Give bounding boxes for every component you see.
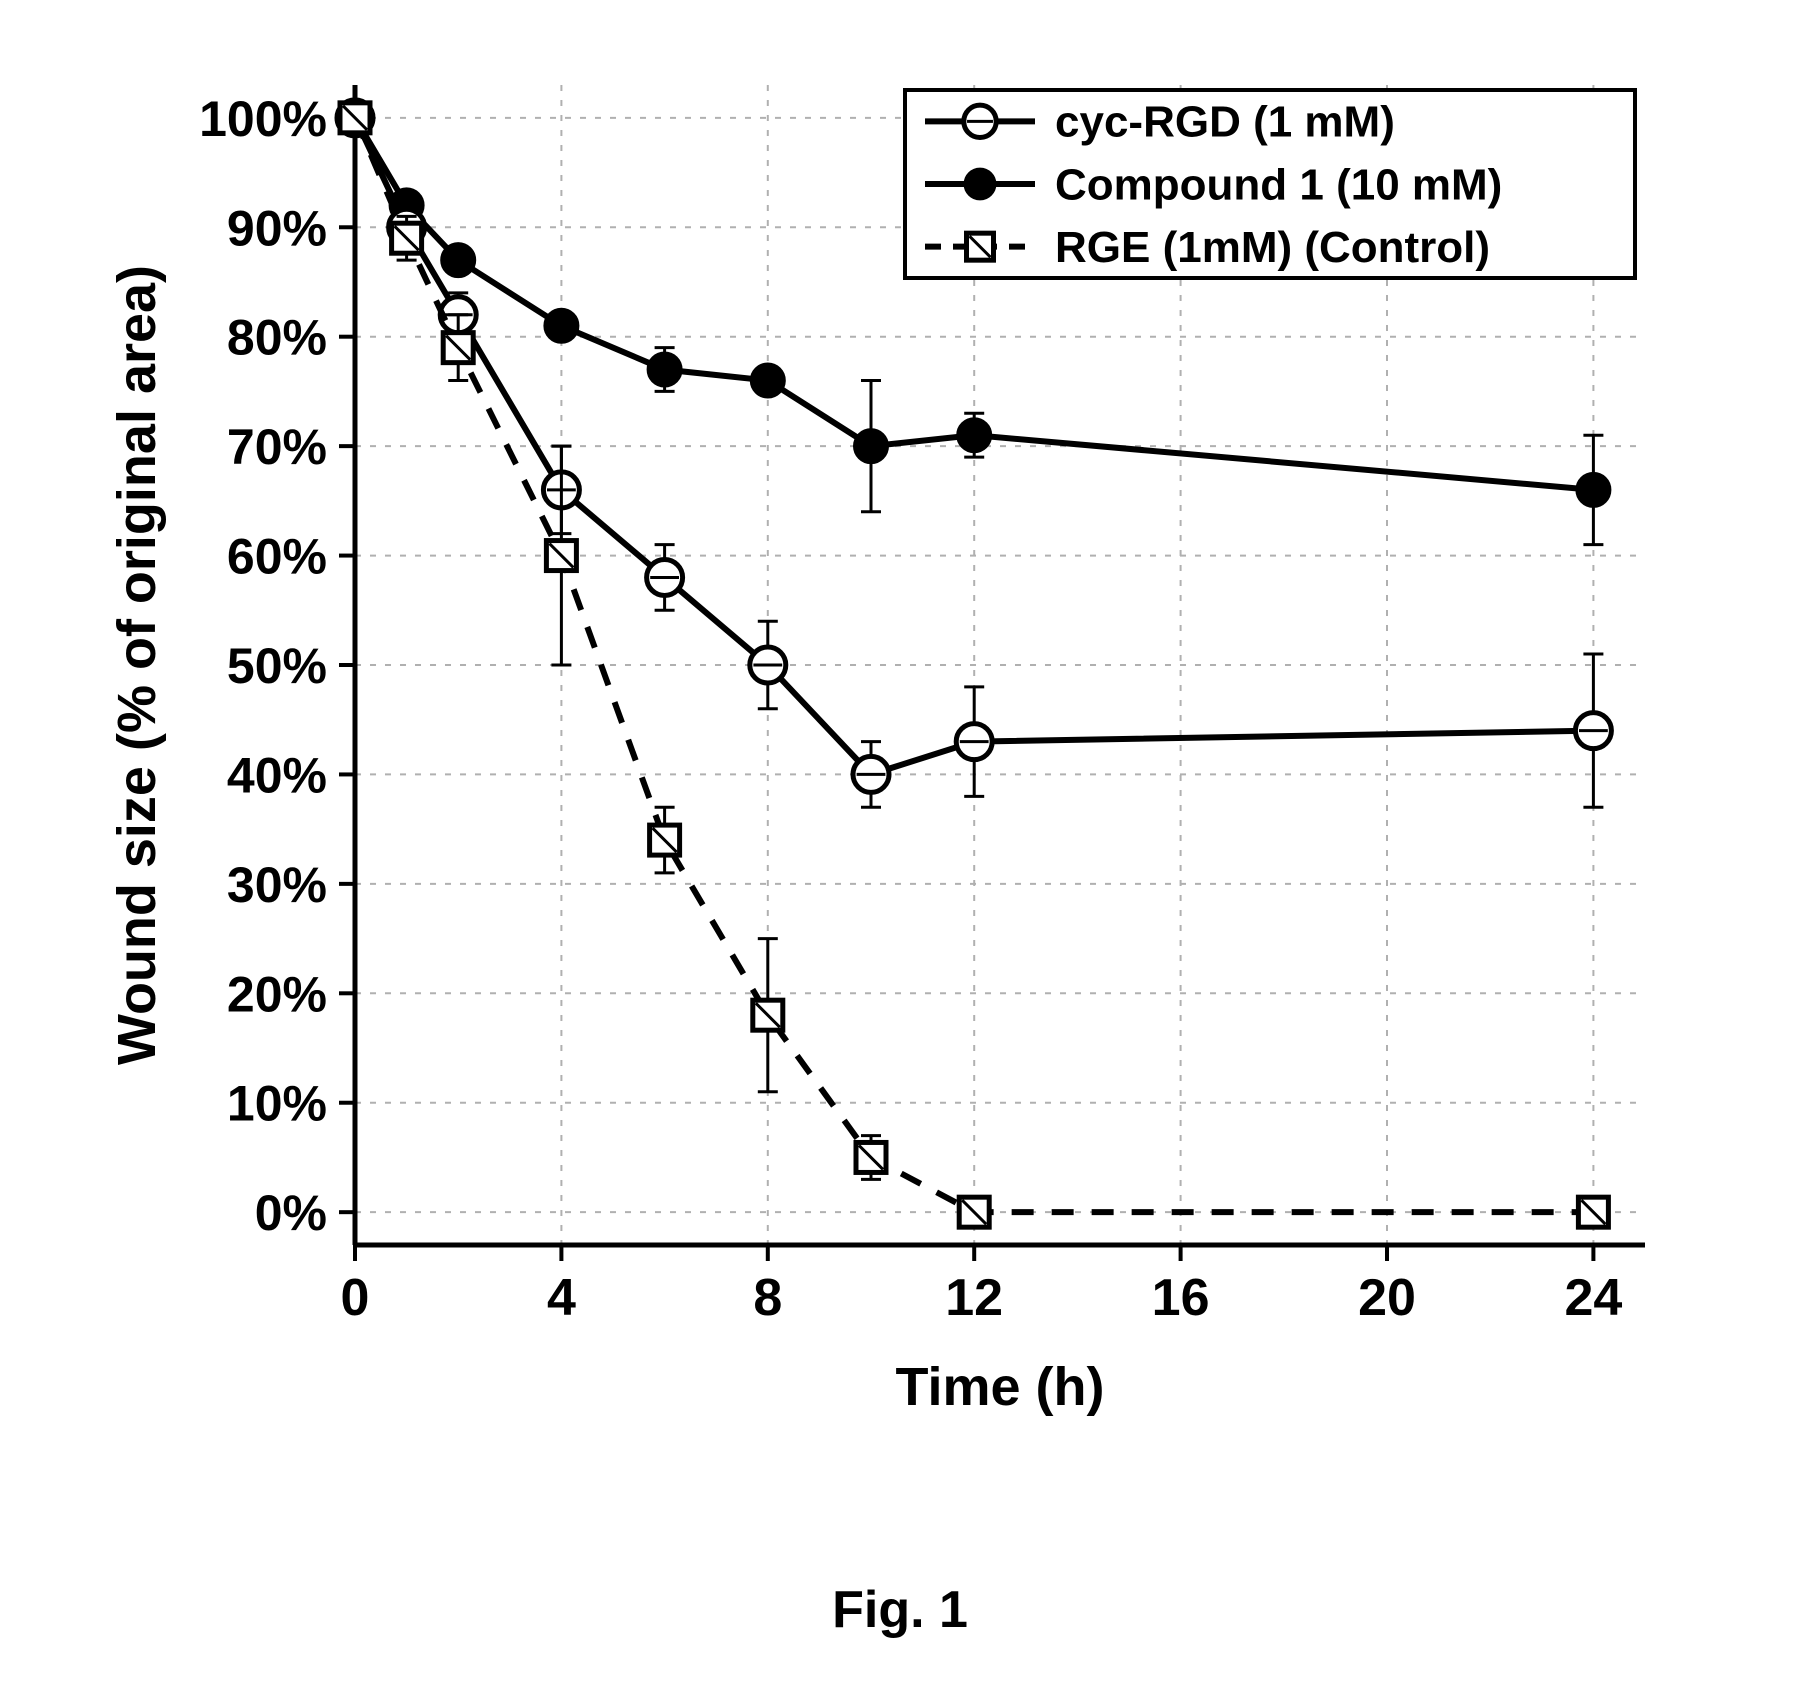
legend-label: Compound 1 (10 mM): [1055, 160, 1502, 209]
marker-circle-filled-icon: [442, 244, 474, 276]
x-tick-label: 16: [1152, 1269, 1210, 1327]
y-tick-label: 50%: [227, 638, 327, 694]
y-tick-label: 40%: [227, 747, 327, 803]
marker-circle-filled-icon: [958, 419, 990, 451]
legend-label: cyc-RGD (1 mM): [1055, 98, 1395, 147]
y-tick-label: 90%: [227, 200, 327, 256]
y-axis-label: Wound size (% of original area): [107, 265, 167, 1065]
figure-caption: Fig. 1: [832, 1580, 968, 1640]
x-tick-label: 8: [753, 1269, 782, 1327]
legend-label: RGE (1mM) (Control): [1055, 223, 1490, 272]
figure-frame: 0 4 8 12 16 20 24 0% 10% 20% 30% 40% 50% 60% 70% 80% 90%…: [0, 0, 1800, 1697]
marker-circle-filled-icon: [855, 430, 887, 462]
marker-circle-filled-icon: [545, 310, 577, 342]
marker-circle-filled-icon: [649, 354, 681, 386]
y-tick-label: 60%: [227, 529, 327, 585]
y-tick-label: 100%: [199, 91, 327, 147]
x-tick-label: 20: [1358, 1269, 1416, 1327]
marker-circle-filled-icon: [966, 170, 995, 199]
marker-circle-filled-icon: [752, 364, 784, 396]
x-tick-label: 4: [547, 1269, 576, 1327]
x-axis-label: Time (h): [895, 1357, 1104, 1417]
y-tick-label: 20%: [227, 966, 327, 1022]
y-tick-label: 10%: [227, 1076, 327, 1132]
y-tick-label: 0%: [255, 1185, 327, 1241]
x-tick-label: 24: [1564, 1269, 1622, 1327]
x-tick-label: 0: [341, 1269, 370, 1327]
y-tick-label: 70%: [227, 419, 327, 475]
marker-circle-filled-icon: [1577, 474, 1609, 506]
y-tick-label: 30%: [227, 857, 327, 913]
legend: cyc-RGD (1 mM) Compound 1 (10 mM) RGE (1mM…: [905, 90, 1635, 278]
y-tick-label: 80%: [227, 310, 327, 366]
chart-svg: 0 4 8 12 16 20 24 0% 10% 20% 30% 40% 50% 60% 70% 80% 90%…: [0, 0, 1800, 1697]
x-tick-label: 12: [945, 1269, 1003, 1327]
